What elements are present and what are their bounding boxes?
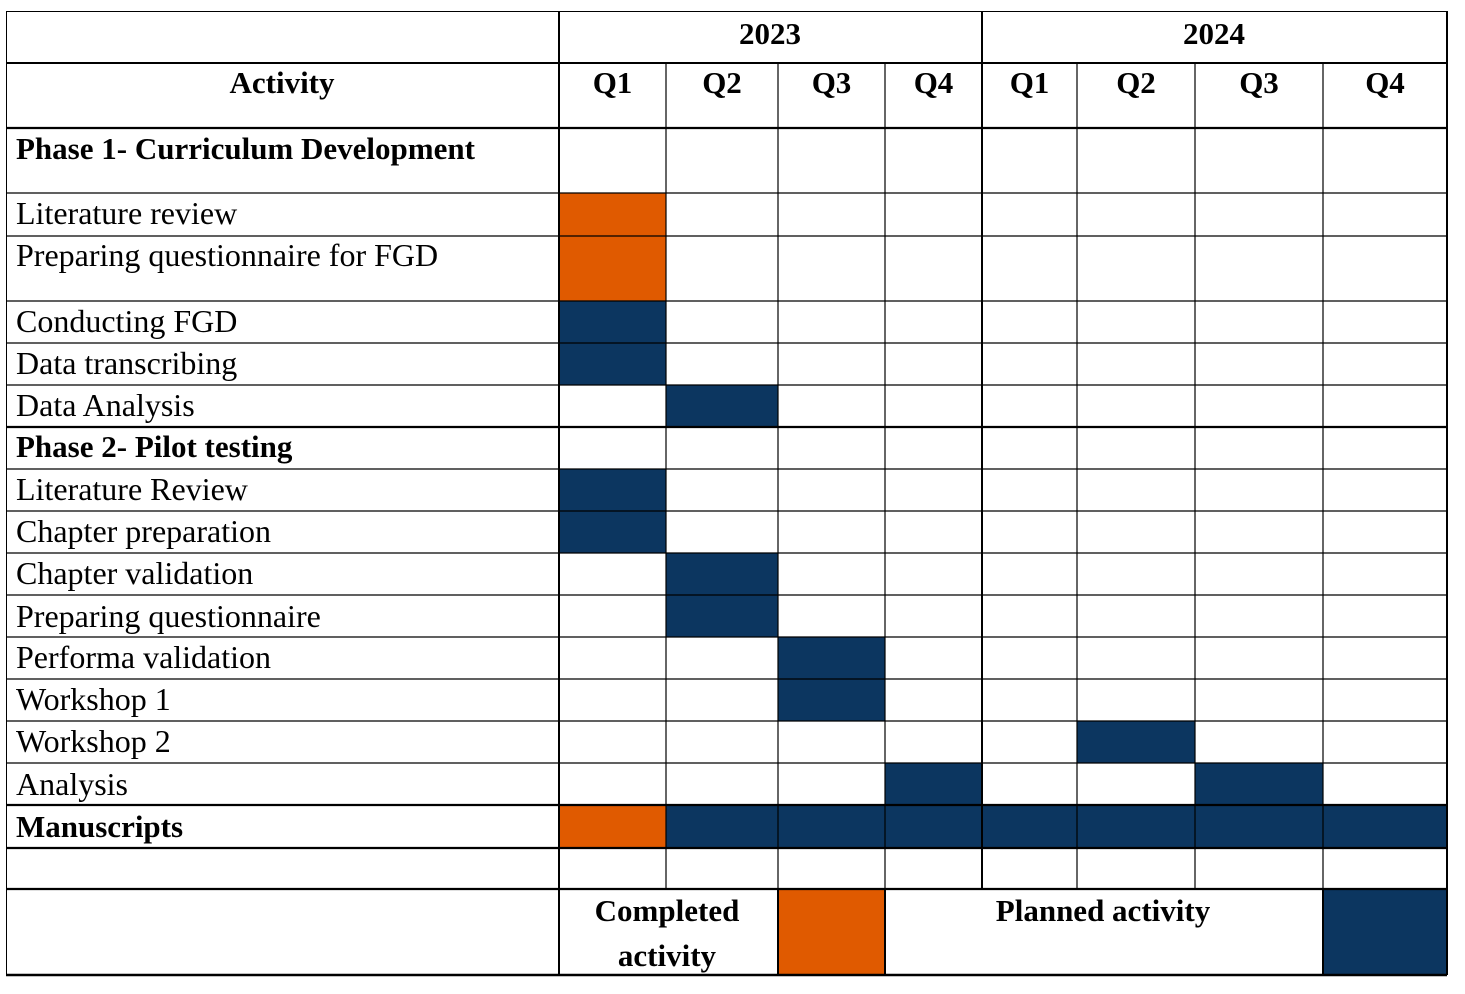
phase-label: Phase 1- Curriculum Development [16,131,476,166]
legend-planned-label: Planned activity [996,893,1211,928]
activity-label: Data Analysis [16,387,195,423]
planned-activity-cell [885,763,982,805]
planned-activity-cell [1195,805,1323,848]
planned-activity-cell [1077,721,1195,763]
planned-activity-cell [778,679,885,721]
activity-label: Performa validation [16,639,271,675]
activity-cells [559,193,1447,975]
activity-label: Literature review [16,195,237,231]
planned-activity-cell [778,637,885,679]
legend-planned-swatch [1323,889,1447,975]
activity-label: Literature Review [16,471,248,507]
gantt-table: Activity 2023 Q1 Q2 Q3 Q4 2024 Q1 Q2 Q3 Q4 Phase 1-… [6,11,1448,977]
activity-label: Chapter validation [16,555,253,591]
year-header-2024: 2024 [1183,16,1245,51]
planned-activity-cell [559,301,666,343]
activity-label: Workshop 2 [16,723,171,759]
phase-label: Manuscripts [16,809,183,844]
labels: Activity 2023 Q1 Q2 Q3 Q4 2024 Q1 Q2 Q3 Q4 Phase 1-… [16,16,1405,973]
activity-label: Analysis [16,766,128,802]
year-header-2023: 2023 [739,16,801,51]
planned-activity-cell [1077,805,1195,848]
completed-activity-cell [559,193,666,236]
activity-label: Workshop 1 [16,681,171,717]
activity-label: Conducting FGD [16,303,237,339]
quarter-header: Q4 [914,65,954,100]
planned-activity-cell [1195,763,1323,805]
planned-activity-cell [666,595,778,637]
quarter-header: Q4 [1365,65,1405,100]
planned-activity-cell [559,469,666,511]
quarter-header: Q1 [1010,65,1050,100]
planned-activity-cell [885,805,982,848]
completed-activity-cell [559,805,666,848]
activity-label: Preparing questionnaire [16,598,321,634]
quarter-header: Q2 [1116,65,1156,100]
legend-completed-label: Completed [595,893,740,928]
planned-activity-cell [778,805,885,848]
activity-label: Preparing questionnaire for FGD [16,237,438,273]
activity-label: Chapter preparation [16,513,271,549]
quarter-header: Q3 [812,65,852,100]
planned-activity-cell [559,343,666,385]
activity-label: Data transcribing [16,345,237,381]
planned-activity-cell [666,553,778,595]
grid-lines [6,11,1448,977]
completed-activity-cell [559,236,666,301]
quarter-header: Q1 [593,65,633,100]
planned-activity-cell [982,805,1077,848]
planned-activity-cell [666,385,778,427]
planned-activity-cell [1323,805,1447,848]
gantt-chart: Activity 2023 Q1 Q2 Q3 Q4 2024 Q1 Q2 Q3 Q4 Phase 1-… [6,11,1451,979]
legend-completed-label: activity [618,938,717,973]
quarter-header: Q3 [1239,65,1279,100]
activity-column-header: Activity [229,65,335,100]
phase-label: Phase 2- Pilot testing [16,429,293,464]
planned-activity-cell [559,511,666,553]
planned-activity-cell [666,805,778,848]
quarter-header: Q2 [702,65,742,100]
legend-completed-swatch [778,889,885,975]
